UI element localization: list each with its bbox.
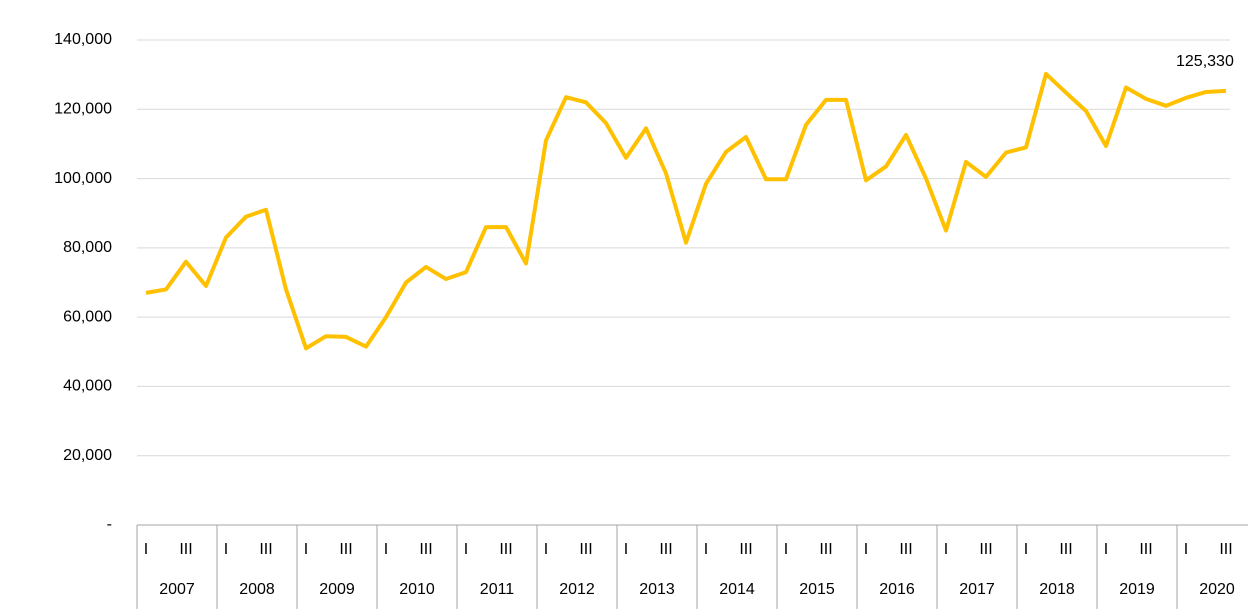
x-tick-label: I (864, 541, 868, 558)
y-tick-label: - (107, 516, 112, 533)
year-label: 2013 (639, 581, 675, 598)
y-tick-label: 100,000 (54, 170, 112, 187)
x-tick-label: I (544, 541, 548, 558)
x-tick-label: I (1024, 541, 1028, 558)
x-tick-label: III (339, 541, 352, 558)
year-label: 2016 (879, 581, 915, 598)
year-label: 2020 (1199, 581, 1235, 598)
x-tick-label: III (739, 541, 752, 558)
y-tick-label: 20,000 (63, 447, 112, 464)
year-label: 2012 (559, 581, 595, 598)
year-label: 2017 (959, 581, 995, 598)
year-label: 2008 (239, 581, 275, 598)
x-tick-label: III (419, 541, 432, 558)
x-tick-label: I (1104, 541, 1108, 558)
year-label: 2019 (1119, 581, 1155, 598)
y-tick-label: 80,000 (63, 239, 112, 256)
x-tick-label: I (224, 541, 228, 558)
year-label: 2018 (1039, 581, 1075, 598)
x-tick-label: III (899, 541, 912, 558)
x-tick-label: I (784, 541, 788, 558)
x-tick-label: III (979, 541, 992, 558)
year-label: 2015 (799, 581, 835, 598)
year-label: 2014 (719, 581, 755, 598)
year-label: 2009 (319, 581, 355, 598)
x-tick-label: I (624, 541, 628, 558)
x-tick-label: III (659, 541, 672, 558)
y-tick-label: 120,000 (54, 101, 112, 118)
x-tick-label: I (384, 541, 388, 558)
x-tick-label: I (1184, 541, 1188, 558)
x-tick-label: III (179, 541, 192, 558)
y-tick-label: 60,000 (63, 308, 112, 325)
year-label: 2010 (399, 581, 435, 598)
year-label: 2011 (480, 581, 515, 598)
data-label: 125,330 (1176, 53, 1234, 70)
x-tick-label: III (1059, 541, 1072, 558)
x-tick-label: III (819, 541, 832, 558)
x-tick-label: I (144, 541, 148, 558)
y-tick-label: 40,000 (63, 378, 112, 395)
x-tick-label: I (464, 541, 468, 558)
x-tick-label: III (499, 541, 512, 558)
x-tick-label: III (259, 541, 272, 558)
x-tick-label: I (304, 541, 308, 558)
y-tick-label: 140,000 (54, 31, 112, 48)
x-tick-label: I (944, 541, 948, 558)
x-tick-label: III (579, 541, 592, 558)
x-tick-label: I (704, 541, 708, 558)
x-tick-label: III (1219, 541, 1232, 558)
year-label: 2007 (159, 581, 195, 598)
data-line (145, 71, 1227, 351)
x-tick-label: III (1139, 541, 1152, 558)
